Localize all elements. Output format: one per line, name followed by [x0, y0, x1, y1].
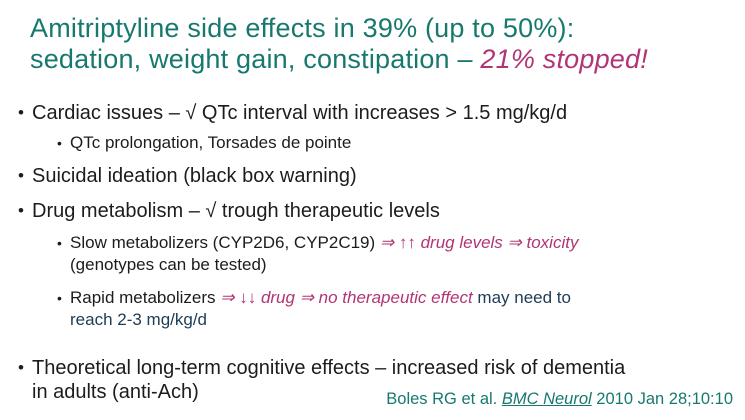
bullet-cardiac: • Cardiac issues – √ QTc interval with i… — [0, 101, 745, 125]
subbullet-rapid-metabolizers: • Rapid metabolizers ⇒ ↓↓ drug ⇒ no ther… — [0, 287, 745, 309]
title-line-2: sedation, weight gain, constipation – 21… — [30, 44, 745, 75]
bullet-metabolism: • Drug metabolism – √ trough therapeutic… — [0, 199, 745, 223]
subbullet-slow-metabolizers: • Slow metabolizers (CYP2D6, CYP2C19) ⇒ … — [0, 232, 745, 254]
bullet-icon: • — [18, 358, 24, 377]
title-line-1: Amitriptyline side effects in 39% (up to… — [30, 13, 575, 43]
subbullet-qtc-text: QTc prolongation, Torsades de pointe — [70, 133, 352, 152]
bullet-cognitive-line2: in adults (anti-Ach) — [32, 381, 199, 403]
bullet-cardiac-text: Cardiac issues – √ QTc interval with inc… — [32, 102, 568, 124]
rapid-navy-text: may need to — [472, 288, 571, 307]
citation-suffix: 2010 Jan 28;10:10 — [591, 390, 733, 408]
citation-journal: BMC Neurol — [501, 390, 592, 408]
slide-title: Amitriptyline side effects in 39% (up to… — [0, 0, 745, 75]
citation-prefix: Boles RG et al. — [386, 390, 502, 408]
sub-bullet-icon: • — [57, 290, 62, 306]
title-line-2-emphasis: 21% stopped! — [480, 44, 648, 74]
subbullet-rapid-text: Rapid metabolizers ⇒ ↓↓ drug ⇒ no therap… — [70, 287, 571, 309]
title-line-2-plain: sedation, weight gain, constipation – — [30, 44, 481, 74]
subbullet-qtc: • QTc prolongation, Torsades de pointe — [0, 132, 745, 154]
bullet-icon: • — [18, 166, 24, 185]
bullet-suicidal: • Suicidal ideation (black box warning) — [0, 164, 745, 188]
bullet-cognitive: • Theoretical long-term cognitive effect… — [0, 356, 745, 380]
bullet-icon: • — [18, 103, 24, 122]
rapid-plain-text: Rapid metabolizers — [70, 288, 221, 307]
sub-bullet-icon: • — [57, 235, 62, 251]
bullet-icon: • — [18, 201, 24, 220]
slow-plain-text: Slow metabolizers (CYP2D6, CYP2C19) — [70, 233, 380, 252]
slow-emphasis-text: ⇒ ↑↑ drug levels ⇒ toxicity — [379, 233, 579, 252]
bullet-metabolism-text: Drug metabolism – √ trough therapeutic l… — [32, 200, 440, 222]
subbullet-rapid-line2: reach 2-3 mg/kg/d — [70, 310, 208, 329]
subbullet-slow-text: Slow metabolizers (CYP2D6, CYP2C19) ⇒ ↑↑… — [70, 232, 578, 254]
sub-bullet-icon: • — [57, 135, 62, 151]
bullet-cognitive-text: Theoretical long-term cognitive effects … — [32, 357, 626, 379]
citation: Boles RG et al. BMC Neurol 2010 Jan 28;1… — [386, 390, 733, 409]
rapid-emphasis-text: ⇒ ↓↓ drug ⇒ no therapeutic effect — [220, 288, 473, 307]
bullet-suicidal-text: Suicidal ideation (black box warning) — [32, 165, 357, 187]
subbullet-slow-line2: (genotypes can be tested) — [70, 255, 267, 274]
